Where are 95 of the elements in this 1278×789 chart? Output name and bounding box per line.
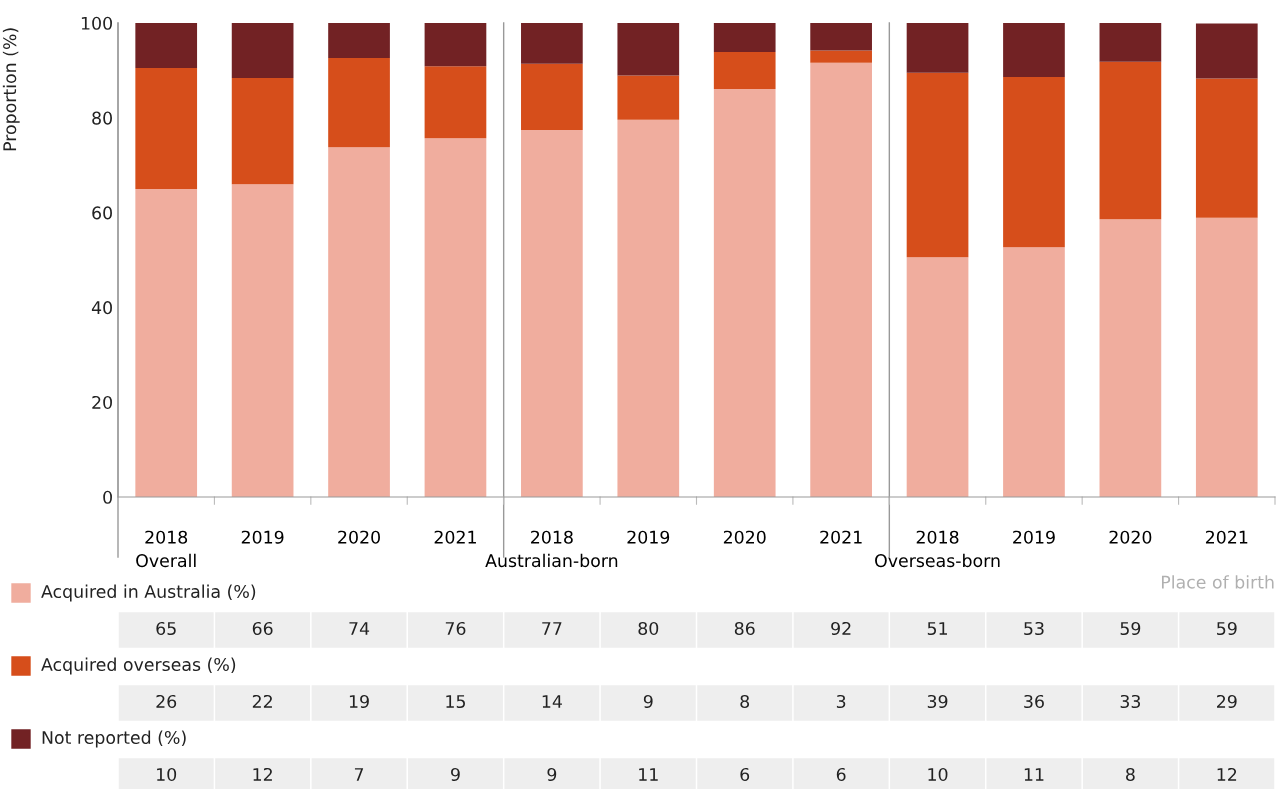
y-tick-label: 100 [81,16,112,30]
bar [1195,217,1258,497]
bar [521,63,583,131]
x-axis-title: Place of birth [1161,575,1274,589]
bar [135,23,198,69]
data-label: 11 [1024,768,1044,781]
bar [328,147,390,497]
bar [810,62,872,497]
bar [231,184,294,497]
y-tick-label: 80 [92,111,112,125]
bar [1003,23,1065,78]
data-label: 9 [643,694,653,709]
data-label: 11 [639,768,658,781]
data-label: 80 [638,621,659,636]
bar [424,66,487,139]
data-label: 59 [1217,621,1237,636]
bar [1099,61,1162,220]
data-label: 8 [740,694,750,709]
data-label: 9 [451,767,460,782]
data-label: 7 [354,768,364,781]
bar [1195,78,1258,218]
x-tick-label: 2021 [1205,530,1248,544]
data-label: 53 [1024,621,1044,636]
data-label: 66 [252,621,273,636]
y-tick-label: 60 [92,206,112,220]
data-label: 59 [1120,621,1141,636]
bar [521,23,583,64]
x-tick-label: 2021 [434,530,476,544]
x-tick-label: 2018 Overall [136,530,196,568]
legend-label: Acquired in Australia (%) [41,584,256,602]
x-tick-label: 2018 Australian-born [485,530,618,568]
x-tick-label: 2021 [820,530,862,544]
x-tick-label: 2020 [338,530,380,544]
x-tick-label: 2018 Overseas-born [875,530,1000,568]
bar [713,51,776,89]
bar [328,58,390,148]
bar [906,257,969,497]
data-label: 29 [1217,694,1237,709]
y-axis-title: Proportion (%) [2,28,20,151]
bar [810,23,872,51]
y-tick-label: 40 [91,301,112,315]
bar [617,75,680,120]
data-label: 51 [927,622,947,636]
bar [617,119,680,497]
bar [521,130,583,497]
bar [810,50,872,63]
data-label: 26 [156,694,177,709]
bar [713,23,776,52]
bar [713,88,776,497]
data-label: 12 [1217,767,1237,781]
legend-label: Acquired overseas (%) [41,657,236,675]
data-label: 8 [1126,767,1135,782]
data-label: 92 [831,621,851,636]
data-label: 39 [927,694,948,709]
y-tick-label: 20 [92,395,112,410]
data-label: 19 [349,694,369,709]
x-tick-label: 2019 [1013,530,1055,544]
data-label: 74 [349,622,370,635]
data-label: 22 [252,694,272,708]
bar [617,23,680,76]
data-label: 33 [1120,694,1141,709]
bar [231,77,294,185]
legend-label: Not reported (%) [42,730,186,748]
bar [135,68,198,189]
data-label: 6 [836,767,846,782]
bar [1003,77,1065,248]
bar [231,23,294,78]
data-label: 65 [156,621,176,636]
bar [1195,23,1258,79]
bar [1099,23,1162,62]
data-label: 3 [836,694,846,709]
data-label: 10 [928,767,948,782]
data-label: 36 [1024,694,1044,709]
data-label: 14 [542,695,562,708]
data-label: 10 [157,767,177,782]
bar [906,23,969,73]
x-tick-label: 2019 [241,530,284,544]
bar [906,72,969,258]
bar [424,23,487,67]
bar [135,188,198,497]
y-tick-label: 0 [103,490,112,504]
data-label: 77 [542,622,562,635]
bar [1099,219,1162,497]
bar [1003,247,1065,497]
data-label: 6 [740,767,750,782]
data-label: 15 [446,695,465,709]
data-label: 12 [253,767,272,781]
data-label: 86 [734,621,755,636]
bar [328,23,390,59]
x-tick-label: 2019 [627,530,670,544]
data-label: 9 [547,767,557,782]
data-label: 76 [445,621,466,636]
x-tick-label: 2020 [1109,530,1152,544]
bar [424,138,487,497]
x-tick-label: 2020 [723,530,766,544]
